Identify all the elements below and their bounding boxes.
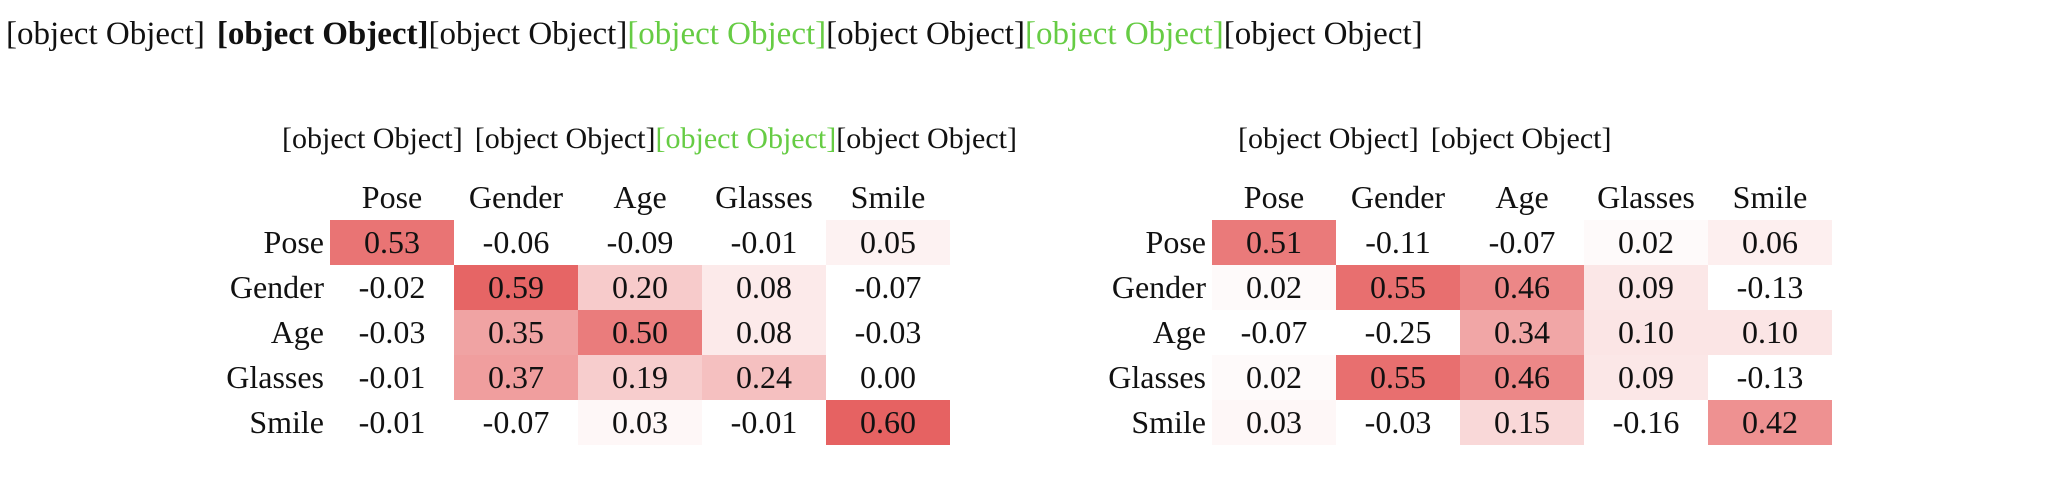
table-cell: 0.55 bbox=[1336, 355, 1460, 400]
table-cell: 0.51 bbox=[1212, 220, 1336, 265]
caption-text: [object Object] bbox=[826, 16, 1025, 52]
table-cell: -0.07 bbox=[1460, 220, 1584, 265]
column-header: Smile bbox=[1732, 179, 1808, 215]
table-cell: -0.01 bbox=[702, 220, 826, 265]
column-header: Glasses bbox=[715, 179, 813, 215]
subcaption-text: [object Object] bbox=[1238, 122, 1419, 155]
table-cell: -0.06 bbox=[454, 220, 578, 265]
table-cell: 0.19 bbox=[578, 355, 702, 400]
row-header: Glasses bbox=[226, 359, 324, 395]
caption-text: [object Object] bbox=[428, 16, 628, 52]
table-cell: -0.03 bbox=[826, 310, 950, 355]
caption-text: [object Object] bbox=[6, 16, 205, 52]
column-header: Gender bbox=[1350, 179, 1446, 215]
table-cell: -0.16 bbox=[1584, 400, 1708, 445]
table-cell: 0.55 bbox=[1336, 265, 1460, 310]
table-cell: -0.07 bbox=[1212, 310, 1336, 355]
table-cell: 0.24 bbox=[702, 355, 826, 400]
table-cell: -0.11 bbox=[1336, 220, 1460, 265]
table-cell: 0.05 bbox=[826, 220, 950, 265]
column-header: Pose bbox=[361, 179, 423, 215]
row-header: Gender bbox=[229, 269, 324, 305]
table-cell: -0.01 bbox=[702, 400, 826, 445]
table-cell: -0.25 bbox=[1336, 310, 1460, 355]
subcaption-text: [object Object] bbox=[836, 122, 1017, 155]
table-cell: -0.13 bbox=[1708, 265, 1832, 310]
table-cell: 0.46 bbox=[1460, 355, 1584, 400]
row-header: Pose bbox=[1145, 224, 1206, 260]
table-cell: 0.09 bbox=[1584, 355, 1708, 400]
table-cell: 0.10 bbox=[1708, 310, 1832, 355]
subcaption-text: [object Object] bbox=[474, 122, 656, 155]
table-cell: 0.34 bbox=[1460, 310, 1584, 355]
caption-text: [object Object] bbox=[1024, 16, 1224, 52]
table-cell: 0.35 bbox=[454, 310, 578, 355]
column-header: Age bbox=[1495, 179, 1549, 215]
subcaption-text: [object Object] bbox=[1430, 122, 1612, 155]
table-caption: [object Object] [object Object][object Ob… bbox=[6, 12, 2036, 57]
subcaption-text: [object Object] bbox=[655, 122, 837, 155]
table-cell: 0.60 bbox=[826, 400, 950, 445]
column-header: Gender bbox=[468, 179, 564, 215]
table-cell: 0.06 bbox=[1708, 220, 1832, 265]
row-header: Pose bbox=[263, 224, 324, 260]
column-header: Pose bbox=[1243, 179, 1305, 215]
caption-text: [object Object] bbox=[1223, 16, 1423, 52]
column-header: Smile bbox=[850, 179, 926, 215]
caption-text: [object Object] bbox=[627, 16, 827, 52]
caption-text: [object Object] bbox=[216, 16, 429, 52]
table-cell: 0.15 bbox=[1460, 400, 1584, 445]
table-cell: -0.01 bbox=[330, 355, 454, 400]
table-cell: 0.08 bbox=[702, 265, 826, 310]
table-cell: 0.59 bbox=[454, 265, 578, 310]
table-cell: 0.37 bbox=[454, 355, 578, 400]
row-header: Glasses bbox=[1108, 359, 1206, 395]
table-cell: 0.02 bbox=[1212, 265, 1336, 310]
table-cell: 0.03 bbox=[1212, 400, 1336, 445]
row-header: Smile bbox=[1131, 404, 1206, 440]
table-cell: -0.01 bbox=[330, 400, 454, 445]
table-cell: -0.13 bbox=[1708, 355, 1832, 400]
table-cell: 0.46 bbox=[1460, 265, 1584, 310]
table-cell: 0.53 bbox=[330, 220, 454, 265]
subtable-caption: [object Object] [object Object] bbox=[1238, 122, 1612, 156]
table-cell: 0.42 bbox=[1708, 400, 1832, 445]
table-cell: -0.07 bbox=[454, 400, 578, 445]
table-cell: 0.10 bbox=[1584, 310, 1708, 355]
table-cell: 0.02 bbox=[1584, 220, 1708, 265]
table-cell: 0.02 bbox=[1212, 355, 1336, 400]
row-header: Age bbox=[270, 314, 324, 350]
row-header: Smile bbox=[249, 404, 324, 440]
table-cell: -0.09 bbox=[578, 220, 702, 265]
table-cell: 0.08 bbox=[702, 310, 826, 355]
table-cell: -0.03 bbox=[1336, 400, 1460, 445]
subcaption-text: [object Object] bbox=[282, 122, 463, 155]
table-cell: 0.00 bbox=[826, 355, 950, 400]
table-cell: -0.03 bbox=[330, 310, 454, 355]
table-cell: -0.07 bbox=[826, 265, 950, 310]
row-header: Age bbox=[1152, 314, 1206, 350]
table-cell: -0.02 bbox=[330, 265, 454, 310]
row-header: Gender bbox=[1111, 269, 1206, 305]
table-cell: 0.03 bbox=[578, 400, 702, 445]
table-cell: 0.20 bbox=[578, 265, 702, 310]
subtable-caption: [object Object] [object Object][object Ob… bbox=[282, 122, 1017, 156]
table-cell: 0.09 bbox=[1584, 265, 1708, 310]
column-header: Glasses bbox=[1597, 179, 1695, 215]
table-cell: 0.50 bbox=[578, 310, 702, 355]
column-header: Age bbox=[613, 179, 667, 215]
